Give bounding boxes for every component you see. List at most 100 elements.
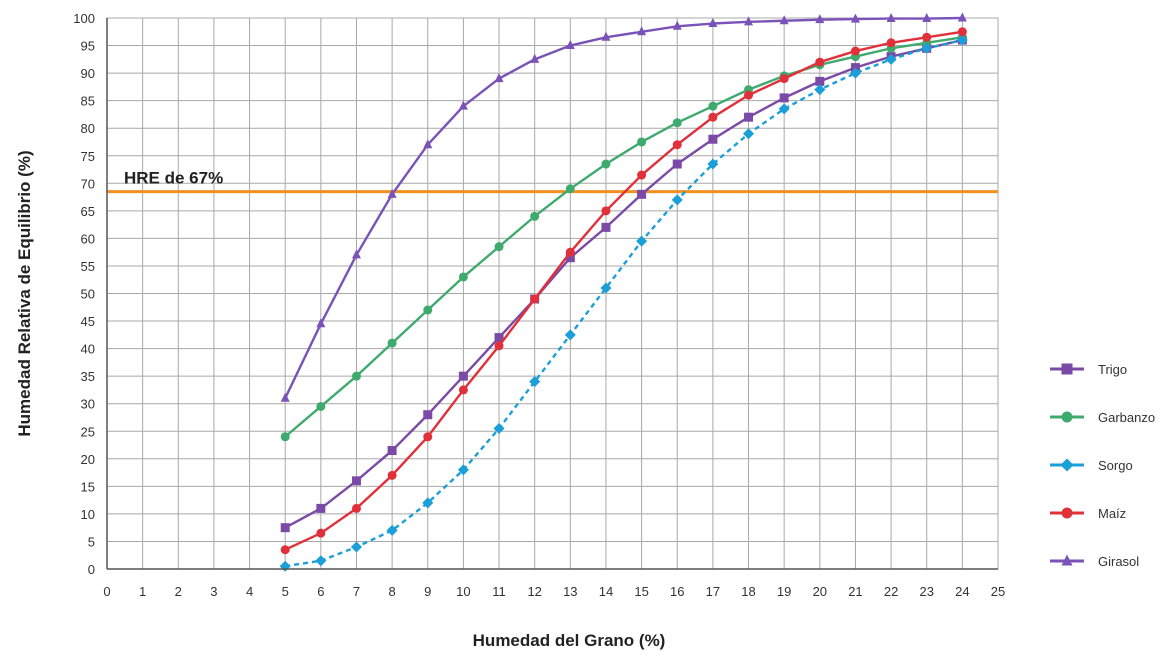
data-point — [1061, 507, 1073, 519]
y-tick-label: 25 — [81, 424, 95, 439]
data-point — [637, 26, 647, 36]
data-point — [850, 46, 860, 56]
data-point — [350, 541, 362, 553]
data-point — [637, 189, 647, 199]
y-tick-label: 75 — [81, 149, 95, 164]
data-point — [601, 159, 611, 169]
y-tick-label: 95 — [81, 39, 95, 54]
x-tick-label: 14 — [599, 584, 613, 599]
data-point — [815, 76, 825, 86]
x-tick-label: 2 — [175, 584, 182, 599]
data-point — [956, 34, 968, 46]
data-point — [351, 371, 361, 381]
data-point — [637, 137, 647, 147]
legend-item: Trigo — [1050, 362, 1127, 377]
x-tick-label: 25 — [991, 584, 1005, 599]
y-tick-label: 5 — [88, 534, 95, 549]
data-point — [601, 206, 611, 216]
data-point — [850, 63, 860, 73]
data-point — [708, 101, 718, 111]
data-point — [564, 329, 576, 341]
y-tick-label: 100 — [73, 11, 95, 26]
x-tick-label: 23 — [919, 584, 933, 599]
data-point — [494, 333, 504, 343]
x-tick-label: 3 — [210, 584, 217, 599]
data-point — [351, 249, 361, 259]
data-point — [672, 20, 682, 30]
data-point — [458, 371, 468, 381]
data-point — [458, 272, 468, 282]
data-point — [743, 128, 755, 140]
data-point — [280, 523, 290, 533]
y-axis-title: Humedad Relativa de Equilibrio (%) — [15, 150, 34, 436]
x-axis-title: Humedad del Grano (%) — [473, 631, 666, 650]
x-tick-label: 13 — [563, 584, 577, 599]
series-ma-z — [280, 27, 967, 555]
data-point — [280, 545, 290, 555]
x-tick-label: 8 — [389, 584, 396, 599]
data-point — [815, 14, 825, 24]
legend-item: Girasol — [1050, 554, 1139, 569]
axes: 0 1 2 3 4 5 6 7 8 9 10 11 12 13 14 15 16 17 18 19 20 21 22 23 24… — [73, 11, 1005, 599]
data-point — [316, 503, 326, 513]
data-point — [494, 242, 504, 252]
data-point — [351, 503, 361, 513]
data-point — [672, 159, 682, 169]
x-tick-label: 17 — [706, 584, 720, 599]
data-point — [494, 341, 504, 351]
x-tick-label: 5 — [282, 584, 289, 599]
data-point — [744, 16, 754, 26]
y-tick-label: 30 — [81, 397, 95, 412]
data-point — [423, 305, 433, 315]
data-point — [530, 294, 540, 304]
series-girasol — [280, 12, 967, 402]
data-point — [1061, 411, 1073, 423]
data-point — [423, 139, 433, 149]
data-point — [315, 555, 327, 567]
y-tick-label: 60 — [81, 231, 95, 246]
y-tick-label: 45 — [81, 314, 95, 329]
series-group — [279, 12, 968, 572]
legend-label: Garbanzo — [1098, 410, 1155, 425]
data-point — [707, 158, 719, 170]
y-tick-label: 0 — [88, 562, 95, 577]
series-line — [284, 36, 963, 438]
y-tick-label: 55 — [81, 259, 95, 274]
data-point — [885, 53, 897, 65]
x-tick-label: 22 — [884, 584, 898, 599]
data-point — [814, 84, 826, 96]
legend-label: Maíz — [1098, 506, 1126, 521]
data-point — [1061, 554, 1073, 566]
data-point — [708, 134, 718, 144]
data-point — [457, 464, 469, 476]
y-tick-label: 80 — [81, 121, 95, 136]
data-point — [849, 67, 861, 79]
y-tick-label: 85 — [81, 94, 95, 109]
legend-label: Sorgo — [1098, 458, 1133, 473]
grid — [106, 17, 999, 570]
data-point — [530, 53, 540, 63]
x-tick-label: 24 — [955, 584, 969, 599]
data-point — [423, 410, 433, 420]
data-point — [922, 13, 932, 23]
data-point — [351, 476, 361, 486]
legend-item: Sorgo — [1050, 458, 1133, 473]
x-tick-label: 4 — [246, 584, 253, 599]
data-point — [387, 470, 397, 480]
legend-label: Girasol — [1098, 554, 1139, 569]
data-point — [458, 385, 468, 395]
y-tick-label: 35 — [81, 369, 95, 384]
data-point — [708, 18, 718, 28]
data-point — [672, 140, 682, 150]
data-point — [744, 90, 754, 100]
data-point — [565, 184, 575, 194]
series-line — [284, 38, 963, 529]
x-tick-label: 19 — [777, 584, 791, 599]
y-tick-label: 20 — [81, 452, 95, 467]
data-point — [708, 112, 718, 122]
data-point — [1061, 363, 1073, 375]
data-point — [957, 12, 967, 22]
x-tick-label: 12 — [527, 584, 541, 599]
x-tick-label: 10 — [456, 584, 470, 599]
data-point — [316, 528, 326, 538]
